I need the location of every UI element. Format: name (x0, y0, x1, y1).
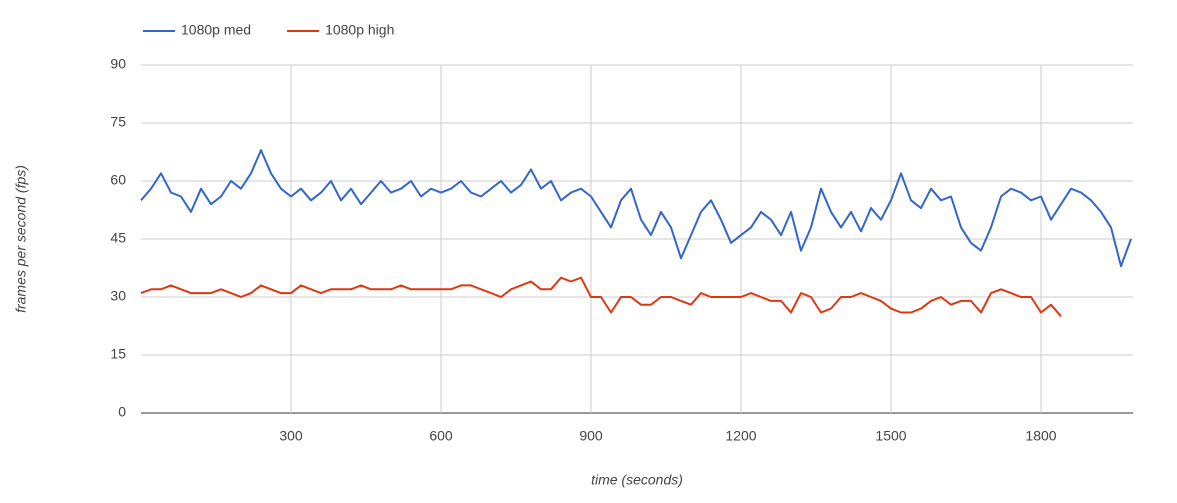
y-tick-label: 30 (110, 288, 126, 304)
x-tick-label: 1500 (875, 428, 906, 444)
x-tick-label: 600 (429, 428, 453, 444)
x-tick-label: 1200 (725, 428, 756, 444)
y-tick-label: 45 (110, 230, 126, 246)
legend-label: 1080p high (325, 22, 394, 38)
y-axis-title: frames per second (fps) (13, 165, 29, 313)
y-tick-label: 90 (110, 56, 126, 72)
y-tick-label: 0 (118, 404, 126, 420)
series-line (140, 276, 1062, 317)
x-tick-label: 300 (279, 428, 303, 444)
x-tick-label: 900 (579, 428, 603, 444)
x-tick-label: 1800 (1025, 428, 1056, 444)
y-tick-label: 75 (110, 114, 126, 130)
x-axis-title: time (seconds) (591, 472, 683, 488)
legend-label: 1080p med (181, 22, 251, 38)
series-line (140, 149, 1132, 268)
y-tick-label: 15 (110, 346, 126, 362)
y-tick-label: 60 (110, 172, 126, 188)
